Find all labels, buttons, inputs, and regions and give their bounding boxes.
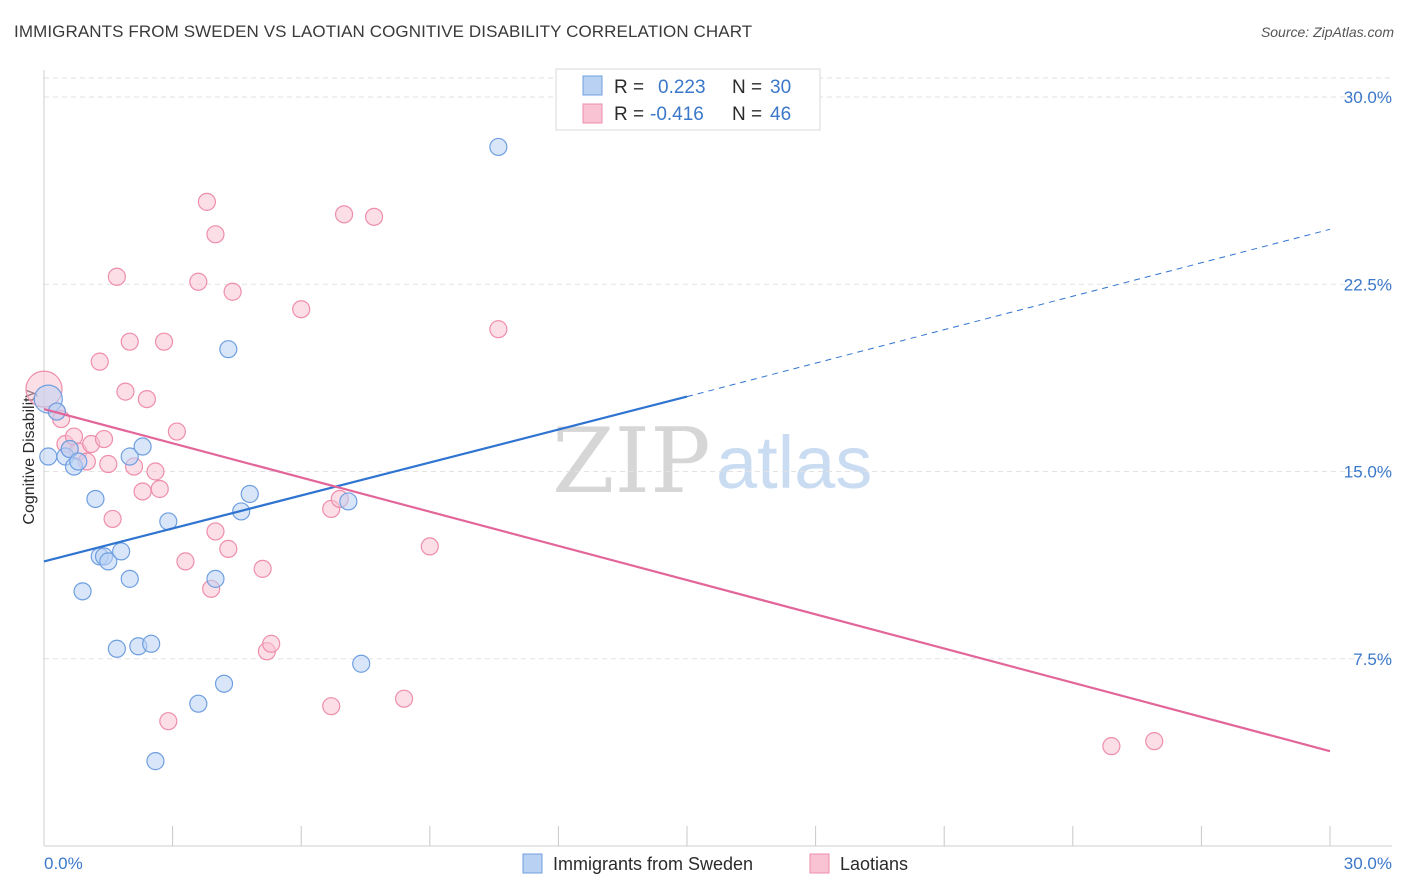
laotians-point (159, 712, 178, 731)
correlation-legend: R = 0.223 N = 30 R = -0.416 N = 46 (555, 68, 821, 131)
bottom-legend-swatch-sweden (522, 853, 543, 874)
watermark-zip: ZIP (552, 409, 711, 514)
laotians-point (334, 205, 354, 224)
sweden-trend-line (43, 395, 688, 563)
chart-title: IMMIGRANTS FROM SWEDEN VS LAOTIAN COGNIT… (14, 22, 753, 41)
grid-lines (44, 77, 1392, 660)
laotians-point (262, 634, 281, 653)
legend-n-value-laotians: 46 (770, 104, 791, 125)
laotians-point (90, 352, 109, 371)
sweden-point (60, 439, 79, 459)
legend-swatch-laotians (582, 103, 603, 124)
sweden-point (142, 634, 161, 653)
laotians-point (99, 454, 118, 474)
sweden-point (219, 340, 238, 359)
sweden-point (206, 569, 225, 588)
laotians-point (420, 537, 439, 556)
laotians-point (219, 539, 238, 558)
legend-r-label-laotians: R = (614, 104, 644, 125)
x-ticks (172, 826, 1331, 846)
legend-n-value-sweden: 30 (770, 77, 791, 98)
sweden-point (214, 674, 234, 693)
bottom-legend-label-laotians: Laotians (840, 854, 908, 874)
y-axis-label: Cognitive Disability (21, 389, 38, 524)
laotians-point (176, 552, 195, 571)
laotians-point (1102, 737, 1121, 756)
laotians-point (154, 332, 174, 351)
laotians-point (150, 479, 169, 499)
y-tick-label: 15.0% (1344, 463, 1392, 482)
sweden-point (73, 582, 92, 601)
sweden-point (352, 654, 371, 673)
legend-n-label-laotians: N = (732, 104, 762, 125)
laotians-point (322, 697, 341, 716)
y-tick-label: 22.5% (1344, 275, 1392, 294)
laotians-point (292, 300, 311, 319)
sweden-point (120, 569, 139, 588)
laotians-point (364, 207, 384, 226)
laotians-point (253, 559, 272, 578)
sweden-point (107, 639, 126, 658)
laotians-point (137, 389, 156, 409)
laotians-point (1145, 732, 1164, 751)
bottom-legend-swatch-laotians (809, 853, 830, 874)
legend-n-label-sweden: N = (732, 77, 762, 98)
laotians-point (146, 462, 165, 481)
laotians-point (197, 192, 216, 211)
laotians-point (489, 320, 508, 339)
sweden-point (39, 447, 58, 466)
laotians-trend-line (43, 408, 1331, 753)
sweden-point (146, 752, 165, 771)
sweden-point (489, 137, 508, 157)
legend-swatch-sweden (582, 75, 603, 96)
sweden-point (86, 489, 105, 509)
sweden-point (240, 484, 259, 504)
y-tick-labels: 7.5% 15.0% 22.5% 30.0% (1344, 88, 1392, 669)
laotians-point (103, 509, 122, 529)
watermark-atlas: atlas (716, 421, 872, 504)
laotians-point (133, 482, 152, 501)
y-tick-label: 30.0% (1344, 88, 1392, 107)
sweden-point (133, 437, 152, 456)
laotians-point (107, 267, 126, 286)
laotians-point (206, 225, 225, 244)
sweden-point (112, 542, 131, 561)
legend-r-label-sweden: R = (614, 77, 644, 98)
laotians-point (206, 522, 225, 541)
x-tick-label-min: 0.0% (44, 854, 83, 873)
source-label: Source: ZipAtlas.com (1260, 24, 1394, 40)
bottom-legend-label-sweden: Immigrants from Sweden (553, 854, 753, 874)
series-sweden-points (33, 137, 508, 771)
trend-lines (43, 228, 1331, 753)
sweden-point (339, 492, 358, 511)
sweden-point (189, 694, 208, 713)
laotians-point (189, 272, 208, 291)
laotians-point (167, 422, 186, 441)
sweden-point (69, 452, 88, 471)
sweden-point (120, 447, 139, 466)
sweden-point (99, 552, 118, 571)
legend-r-value-sweden: 0.223 (658, 77, 706, 98)
laotians-point (223, 282, 242, 301)
laotians-point (94, 429, 114, 449)
laotians-point (120, 332, 139, 351)
sweden-trend-extension (686, 228, 1331, 398)
x-tick-label-max: 30.0% (1344, 854, 1392, 873)
y-tick-label: 7.5% (1353, 650, 1392, 669)
series-legend: Immigrants from Sweden Laotians (522, 853, 908, 874)
laotians-point (116, 382, 135, 401)
laotians-point (394, 689, 414, 708)
legend-r-value-laotians: -0.416 (650, 104, 704, 125)
